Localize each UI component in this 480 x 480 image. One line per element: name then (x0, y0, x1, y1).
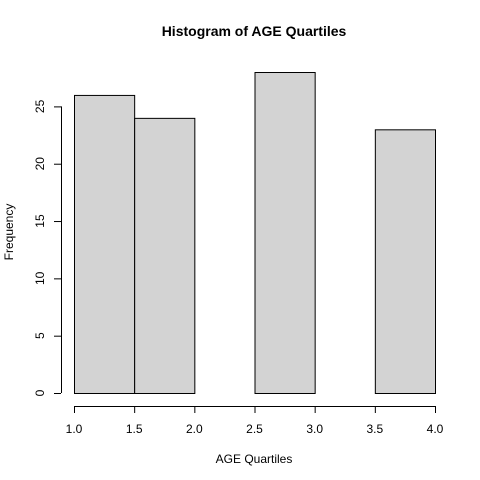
y-tick-label: 25 (33, 99, 47, 113)
y-tick-label: 20 (33, 157, 47, 171)
histogram-bar (74, 94, 136, 395)
x-tick-label: 1.0 (66, 422, 83, 436)
y-axis-label: Frequency (2, 204, 16, 261)
x-tick-label: 2.0 (186, 422, 203, 436)
x-tick-label: 1.5 (126, 422, 143, 436)
y-tick-label: 0 (33, 389, 47, 396)
x-tick-label: 4.0 (427, 422, 444, 436)
y-tick-label: 5 (33, 332, 47, 339)
histogram-bar (134, 117, 196, 394)
bars-group (74, 72, 437, 395)
x-tick-label: 3.0 (306, 422, 323, 436)
x-tick-label: 2.5 (246, 422, 263, 436)
histogram-bar (374, 129, 437, 394)
x-tick-label: 3.5 (366, 422, 383, 436)
y-tick-label: 15 (33, 214, 47, 228)
y-axis: 0 5 10 15 20 25 (33, 99, 62, 396)
x-axis-label: AGE Quartiles (216, 452, 293, 466)
y-tick-label: 10 (33, 271, 47, 285)
histogram-bar (254, 72, 316, 394)
x-axis: 1.0 1.5 2.0 2.5 3.0 3.5 4.0 (66, 406, 444, 436)
chart-title: Histogram of AGE Quartiles (162, 23, 347, 39)
